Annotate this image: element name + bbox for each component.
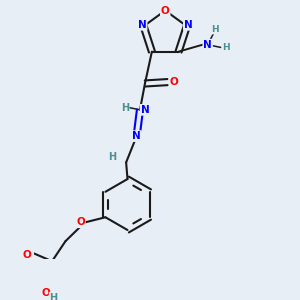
Text: H: H — [50, 292, 58, 300]
Text: O: O — [76, 217, 85, 227]
Text: O: O — [42, 288, 50, 298]
Text: N: N — [184, 20, 193, 30]
Text: N: N — [132, 131, 141, 141]
Text: H: H — [121, 103, 129, 112]
Text: H: H — [222, 43, 230, 52]
Text: O: O — [169, 77, 178, 87]
Text: O: O — [161, 5, 170, 16]
Text: H: H — [108, 152, 116, 162]
Text: N: N — [203, 40, 212, 50]
Text: H: H — [211, 25, 218, 34]
Text: N: N — [141, 105, 149, 115]
Text: O: O — [22, 250, 31, 260]
Text: N: N — [138, 20, 147, 30]
